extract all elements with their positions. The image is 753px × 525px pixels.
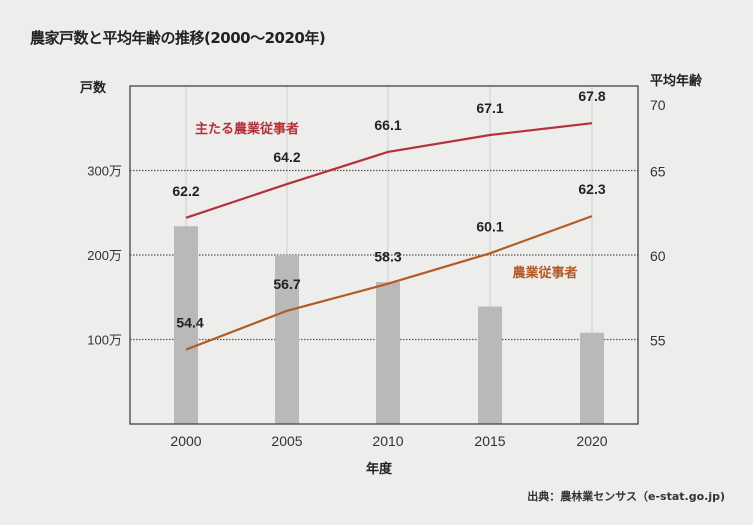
x-tick-label: 2020 — [576, 433, 607, 449]
data-label: 67.1 — [476, 100, 503, 116]
left-tick-label: 100万 — [87, 333, 122, 348]
right-tick-label: 55 — [650, 333, 666, 349]
bar-2000 — [174, 226, 198, 424]
x-tick-label: 2010 — [372, 433, 403, 449]
source-note: 出典：農林業センサス（e-stat.go.jp) — [527, 490, 725, 503]
bar-2010 — [376, 282, 400, 424]
x-tick-label: 2005 — [271, 433, 302, 449]
bar-2005 — [275, 255, 299, 424]
left-tick-label: 200万 — [87, 248, 122, 263]
right-tick-label: 60 — [650, 248, 666, 264]
data-label: 67.8 — [578, 88, 605, 104]
data-label: 58.3 — [374, 249, 401, 265]
series-label-all: 農業従事者 — [512, 265, 577, 280]
data-label: 62.3 — [578, 181, 605, 197]
series-label-main: 主たる農業従事者 — [195, 121, 299, 136]
right-tick-label: 65 — [650, 164, 666, 180]
data-label: 56.7 — [273, 276, 300, 292]
x-axis-label: 年度 — [366, 462, 393, 477]
bar-2020 — [580, 332, 604, 424]
right-tick-label: 70 — [650, 97, 666, 113]
plot-frame — [129, 85, 639, 425]
x-tick-label: 2015 — [474, 433, 505, 449]
data-label: 62.2 — [172, 183, 199, 199]
right-axis-label: 平均年齢 — [650, 74, 703, 89]
x-tick-label: 2000 — [170, 433, 201, 449]
left-tick-label: 300万 — [87, 164, 122, 179]
left-axis-label: 戸数 — [80, 81, 107, 96]
data-label: 54.4 — [176, 315, 203, 331]
bar-2015 — [478, 306, 502, 424]
data-label: 60.1 — [476, 218, 503, 234]
chart-title: 農家戸数と平均年齢の推移(2000〜2020年) — [30, 29, 326, 47]
data-label: 66.1 — [374, 117, 401, 133]
data-label: 64.2 — [273, 149, 300, 165]
